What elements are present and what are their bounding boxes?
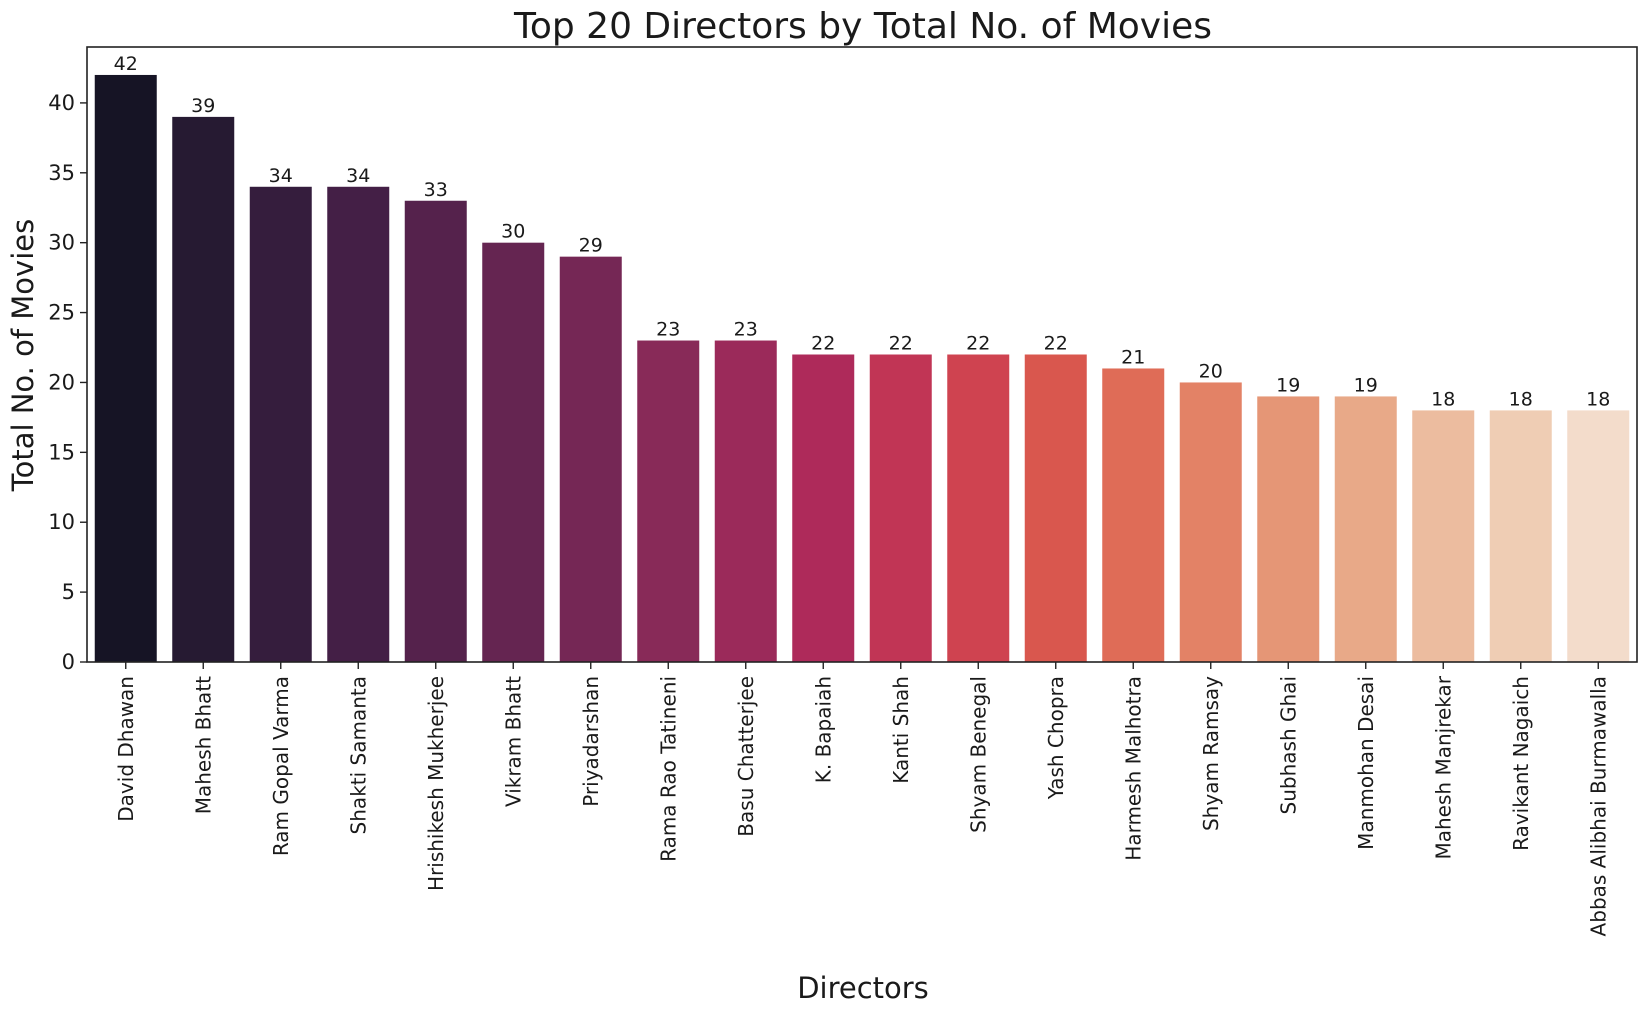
x-tick-label: Priyadarshan: [579, 676, 603, 807]
x-tick-label: Mahesh Manjrekar: [1431, 675, 1455, 859]
bar: [1334, 396, 1397, 662]
x-tick-label: Basu Chatterjee: [734, 676, 758, 837]
x-tick-label: K. Bapaiah: [811, 676, 835, 783]
bar: [249, 186, 312, 663]
bar: [1257, 396, 1320, 662]
bar-value-label: 34: [346, 165, 370, 187]
y-axis-label: Total No. of Movies: [6, 219, 40, 492]
bar-value-label: 29: [579, 235, 603, 257]
x-tick-label: David Dhawan: [114, 676, 138, 822]
bar: [869, 354, 932, 662]
bar: [1412, 410, 1475, 662]
y-tick-label: 30: [48, 231, 75, 255]
y-tick-label: 15: [48, 440, 75, 464]
bar: [947, 354, 1010, 662]
x-tick-label: Manmohan Desai: [1354, 676, 1378, 850]
bar-value-label: 22: [811, 333, 835, 355]
x-tick-label: Shyam Ramsay: [1199, 676, 1223, 831]
x-tick-label: Harmesh Malhotra: [1121, 676, 1145, 861]
bar: [792, 354, 855, 662]
bar-value-label: 33: [424, 179, 448, 201]
bar: [482, 242, 545, 662]
chart-title: Top 20 Directors by Total No. of Movies: [513, 6, 1212, 47]
bars-group: [94, 74, 1630, 663]
bar-value-label: 22: [1044, 333, 1068, 355]
x-tick-label: Hrishikesh Mukherjee: [424, 676, 448, 891]
bar-value-label: 42: [114, 53, 138, 75]
y-tick-label: 35: [48, 161, 75, 185]
bar-value-label: 18: [1586, 388, 1610, 410]
y-tick-label: 0: [62, 650, 75, 674]
x-axis: David Dhawan Mahesh Bhatt Ram Gopal Varma S…: [114, 662, 1610, 936]
bar-value-label: 19: [1354, 374, 1378, 396]
y-axis: 0 5 10 15 20 25 30 35 40: [48, 91, 87, 674]
bar-value-label: 22: [966, 333, 990, 355]
bar: [327, 186, 390, 663]
bar-value-label: 39: [191, 95, 215, 117]
bar: [714, 340, 777, 662]
x-tick-label: Vikram Bhatt: [501, 676, 525, 807]
bar: [637, 340, 700, 662]
y-tick-label: 40: [48, 91, 75, 115]
bar-value-label: 30: [501, 221, 525, 243]
bar-value-label: 21: [1121, 346, 1145, 368]
bar-value-label: 22: [889, 333, 913, 355]
bar: [1102, 368, 1165, 662]
x-axis-label: Directors: [797, 971, 929, 1005]
x-tick-label: Subhash Ghai: [1276, 676, 1300, 814]
bar: [404, 200, 467, 662]
bar: [1489, 410, 1552, 662]
y-tick-label: 5: [62, 580, 75, 604]
x-tick-label: Abbas Alibhai Burmawalla: [1586, 676, 1610, 936]
x-tick-label: Mahesh Bhatt: [191, 676, 215, 814]
x-tick-label: Shakti Samanta: [346, 676, 370, 834]
bar: [94, 74, 157, 663]
y-tick-label: 25: [48, 301, 75, 325]
y-tick-label: 10: [48, 510, 75, 534]
bar: [1179, 382, 1242, 662]
plot-frame: [86, 46, 1638, 663]
bar-value-label: 23: [656, 319, 680, 341]
x-tick-label: Yash Chopra: [1044, 676, 1068, 800]
bar-value-label: 18: [1431, 388, 1455, 410]
bar: [1024, 354, 1087, 662]
bar-value-label: 19: [1276, 374, 1300, 396]
bar-value-label: 20: [1199, 360, 1223, 382]
bar: [172, 116, 235, 663]
x-tick-label: Ram Gopal Varma: [269, 676, 293, 856]
x-tick-label: Ravikant Nagaich: [1509, 676, 1533, 851]
bar-value-label: 18: [1509, 388, 1533, 410]
y-tick-label: 20: [48, 370, 75, 394]
x-tick-label: Kanti Shah: [889, 676, 913, 784]
bar: [559, 256, 622, 662]
bar-value-label: 34: [269, 165, 293, 187]
bar-labels-group: 42 39 34 34 33 30 29 23 23 22 22 22 22 21 20 19 19 18 18 18: [114, 53, 1611, 410]
bar-value-label: 23: [734, 319, 758, 341]
bar: [1567, 410, 1630, 662]
x-tick-label: Shyam Benegal: [966, 676, 990, 833]
x-tick-label: Rama Rao Tatineni: [656, 676, 680, 862]
